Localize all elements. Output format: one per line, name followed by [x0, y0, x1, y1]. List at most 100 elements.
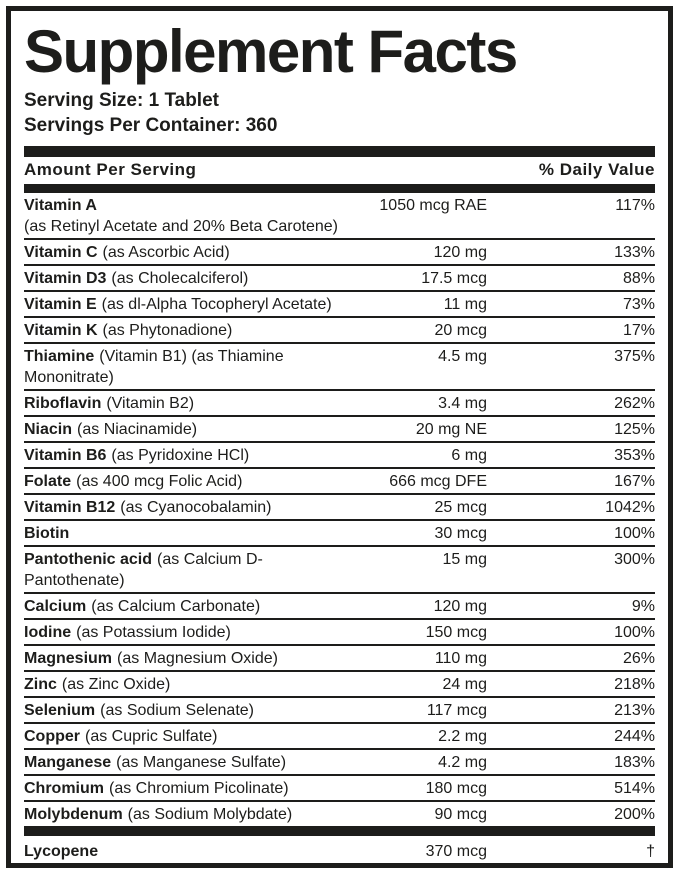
nutrient-name-cell: Molybdenum (as Sodium Molybdate): [24, 804, 357, 825]
nutrient-name: Vitamin B12: [24, 499, 116, 517]
nutrient-subline: (as Retinyl Acetate and 20% Beta Caroten…: [24, 218, 338, 236]
amount-per-serving-header: Amount Per Serving: [24, 160, 197, 180]
table-row: Iodine (as Potassium Iodide) 150 mcg 100%: [24, 620, 655, 647]
nutrient-name-cell: Vitamin A (as Retinyl Acetate and 20% Bet…: [24, 195, 357, 237]
nutrient-daily-value: 117%: [615, 197, 655, 215]
nutrient-name-cell: Chromium (as Chromium Picolinate): [24, 778, 357, 799]
nutrient-detail: (as dl-Alpha Tocopheryl Acetate): [101, 296, 332, 314]
table-header: Amount Per Serving % Daily Value: [24, 157, 655, 184]
nutrient-name-cell: Riboflavin (Vitamin B2): [24, 393, 357, 414]
nutrient-amount: 20 mcg: [434, 322, 487, 340]
nutrient-name: Vitamin B6: [24, 447, 107, 465]
nutrient-name: Niacin: [24, 421, 73, 439]
nutrient-daily-value: 133%: [614, 244, 655, 262]
nutrient-detail: (as Pyridoxine HCl): [111, 447, 250, 465]
nutrient-daily-value: 262%: [614, 395, 655, 413]
nutrient-amount: 17.5 mcg: [421, 270, 487, 288]
nutrient-name-cell: Niacin (as Niacinamide): [24, 419, 357, 440]
nutrient-amount: 2.2 mg: [438, 728, 487, 746]
nutrient-name-cell: Selenium (as Sodium Selenate): [24, 700, 357, 721]
nutrient-name: Magnesium: [24, 650, 113, 668]
nutrient-daily-value: 100%: [614, 525, 655, 543]
nutrient-name-cell: Copper (as Cupric Sulfate): [24, 726, 357, 747]
nutrient-detail: (as Niacinamide): [77, 421, 198, 439]
table-row: Pantothenic acid (as Calcium D-Pantothena…: [24, 547, 655, 595]
nutrient-name: Vitamin K: [24, 322, 98, 340]
table-row: Thiamine (Vitamin B1) (as Thiamine Mononi…: [24, 344, 655, 392]
nutrient-detail: (as Chromium Picolinate): [109, 780, 289, 798]
nutrient-detail: (as Calcium D-Pantothenate): [24, 551, 263, 590]
nutrient-amount: 4.5 mg: [438, 348, 487, 366]
nutrient-amount: 11 mg: [443, 296, 487, 314]
nutrient-daily-value: 125%: [614, 421, 655, 439]
nutrient-name: Vitamin D3: [24, 270, 107, 288]
nutrient-name: Molybdenum: [24, 806, 123, 824]
nutrient-name: Biotin: [24, 525, 70, 543]
nutrient-name-cell: Pantothenic acid (as Calcium D-Pantothena…: [24, 549, 357, 591]
nutrient-amount: 120 mg: [433, 244, 487, 262]
nutrient-detail: (as 400 mcg Folic Acid): [76, 473, 243, 491]
nutrient-name: Vitamin C: [24, 244, 98, 262]
divider-thick-middle: [24, 826, 655, 837]
nutrient-name: Selenium: [24, 702, 96, 720]
nutrient-amount: 120 mg: [433, 598, 487, 616]
nutrient-amount: 25 mcg: [434, 499, 487, 517]
nutrient-daily-value: 244%: [614, 728, 655, 746]
nutrient-daily-value: 514%: [614, 780, 655, 798]
nutrient-amount: 90 mcg: [434, 806, 487, 824]
nutrient-name: Pantothenic acid: [24, 551, 153, 569]
nutrient-name-cell: Vitamin B12 (as Cyanocobalamin): [24, 497, 357, 518]
nutrient-rows: Vitamin A (as Retinyl Acetate and 20% Bet…: [24, 193, 655, 826]
nutrient-daily-value: 213%: [614, 702, 655, 720]
table-row: Magnesium (as Magnesium Oxide) 110 mg 26%: [24, 646, 655, 673]
table-row: Vitamin K (as Phytonadione) 20 mcg 17%: [24, 318, 655, 345]
nutrient-name: Vitamin E: [24, 296, 97, 314]
nutrient-amount: 666 mcg DFE: [389, 473, 487, 491]
nutrient-daily-value: 375%: [614, 348, 655, 366]
table-row: Vitamin E (as dl-Alpha Tocopheryl Acetate…: [24, 292, 655, 319]
nutrient-detail: (as Ascorbic Acid): [102, 244, 230, 262]
nutrient-name: Folate: [24, 473, 72, 491]
nutrient-daily-value: 9%: [631, 598, 655, 616]
nutrient-daily-value: 17%: [622, 322, 655, 340]
nutrient-daily-value: 167%: [614, 473, 655, 491]
nutrient-amount: 6 mg: [451, 447, 487, 465]
nutrient-amount: 15 mg: [442, 551, 487, 569]
nutrient-name: Thiamine: [24, 348, 95, 366]
nutrient-name-cell: Vitamin K (as Phytonadione): [24, 320, 357, 341]
nutrient-name: Zinc: [24, 676, 57, 694]
nutrient-name: Lycopene: [24, 843, 99, 861]
nutrient-daily-value: 300%: [614, 551, 655, 569]
table-row: Niacin (as Niacinamide) 20 mg NE 125%: [24, 417, 655, 444]
nutrient-detail: (as Sodium Selenate): [100, 702, 254, 720]
nutrient-amount: 4.2 mg: [438, 754, 487, 772]
divider-thick-top: [24, 146, 655, 158]
nutrient-name-cell: Manganese (as Manganese Sulfate): [24, 752, 357, 773]
nutrient-name-cell: Zinc (as Zinc Oxide): [24, 674, 357, 695]
nutrient-detail: (Vitamin B2): [106, 395, 195, 413]
other-ingredient-rows: Lycopene 370 mcg †: [24, 836, 655, 863]
table-row: Vitamin B12 (as Cyanocobalamin) 25 mcg 10…: [24, 495, 655, 522]
table-row: Biotin 30 mcg 100%: [24, 521, 655, 548]
table-row: Vitamin C (as Ascorbic Acid) 120 mg 133%: [24, 240, 655, 267]
table-row: Molybdenum (as Sodium Molybdate) 90 mcg 2…: [24, 802, 655, 826]
table-row: Lycopene 370 mcg †: [24, 836, 655, 863]
nutrient-name: Copper: [24, 728, 80, 746]
nutrient-name-cell: Lycopene: [24, 841, 357, 862]
nutrient-name-cell: Iodine (as Potassium Iodide): [24, 622, 357, 643]
nutrient-detail: (as Cyanocobalamin): [120, 499, 272, 517]
nutrient-amount: 180 mcg: [425, 780, 487, 798]
table-row: Vitamin B6 (as Pyridoxine HCl) 6 mg 353%: [24, 443, 655, 470]
divider-thick-bottom: [24, 866, 655, 868]
nutrient-detail: (as Cholecalciferol): [111, 270, 249, 288]
nutrient-name-cell: Vitamin B6 (as Pyridoxine HCl): [24, 445, 357, 466]
nutrient-name-cell: Biotin: [24, 523, 357, 544]
nutrient-detail: (as Phytonadione): [102, 322, 233, 340]
nutrient-name: Calcium: [24, 598, 87, 616]
table-row: Riboflavin (Vitamin B2) 3.4 mg 262%: [24, 391, 655, 418]
nutrient-detail: (as Zinc Oxide): [61, 676, 171, 694]
nutrient-name: Vitamin A: [24, 197, 97, 215]
nutrient-amount: 30 mcg: [434, 525, 487, 543]
nutrient-amount: 370 mcg: [425, 843, 487, 861]
nutrient-name-cell: Vitamin C (as Ascorbic Acid): [24, 242, 357, 263]
